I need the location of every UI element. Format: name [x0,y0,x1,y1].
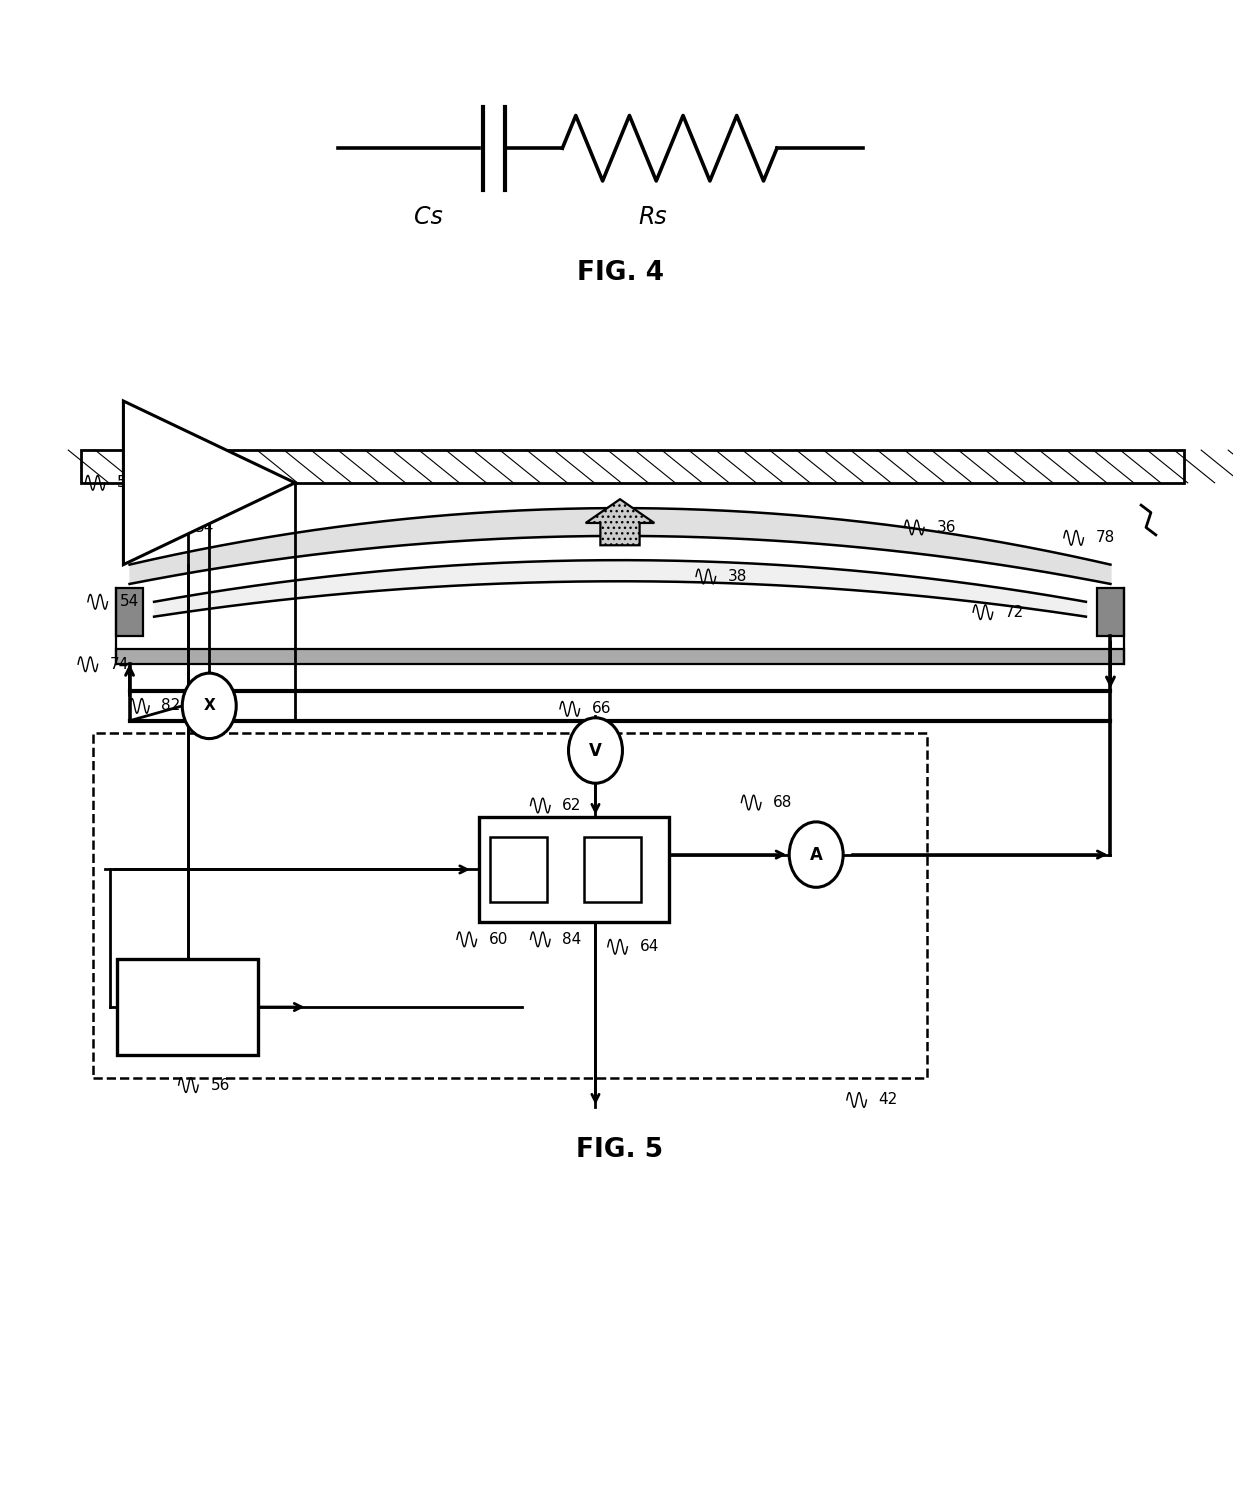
Text: 42: 42 [879,1093,898,1108]
Bar [1097,588,1123,636]
Text: X: X [203,698,215,713]
Bar [584,838,641,902]
Text: 72: 72 [1004,605,1024,620]
Text: 74: 74 [110,657,129,672]
Polygon shape [124,401,295,564]
Text: 68: 68 [774,796,792,811]
Text: A: A [810,845,822,863]
Text: 34: 34 [195,519,215,534]
Circle shape [789,823,843,887]
Bar [118,959,258,1055]
Bar [117,650,1123,665]
Text: 38: 38 [728,569,748,584]
Text: Rs: Rs [639,204,667,228]
Text: Cs: Cs [414,204,443,228]
Text: 82: 82 [161,698,181,713]
Bar [117,588,143,636]
Text: 78: 78 [1096,530,1115,545]
Bar [81,450,1184,483]
Text: 62: 62 [563,799,582,814]
Text: 56: 56 [211,1078,229,1093]
Text: V: V [589,741,601,760]
Bar [490,838,547,902]
Text: 36: 36 [936,519,956,534]
Bar [479,818,670,922]
Text: 66: 66 [591,701,611,716]
Circle shape [182,672,237,738]
Circle shape [568,717,622,784]
Text: FIG. 5: FIG. 5 [577,1138,663,1163]
Polygon shape [585,500,655,545]
Text: 60: 60 [489,932,508,947]
Text: 64: 64 [640,940,658,955]
Text: FIG. 4: FIG. 4 [577,260,663,285]
Text: 58: 58 [118,476,136,491]
Text: 54: 54 [120,594,139,609]
Text: 84: 84 [563,932,582,947]
Bar [93,732,926,1078]
